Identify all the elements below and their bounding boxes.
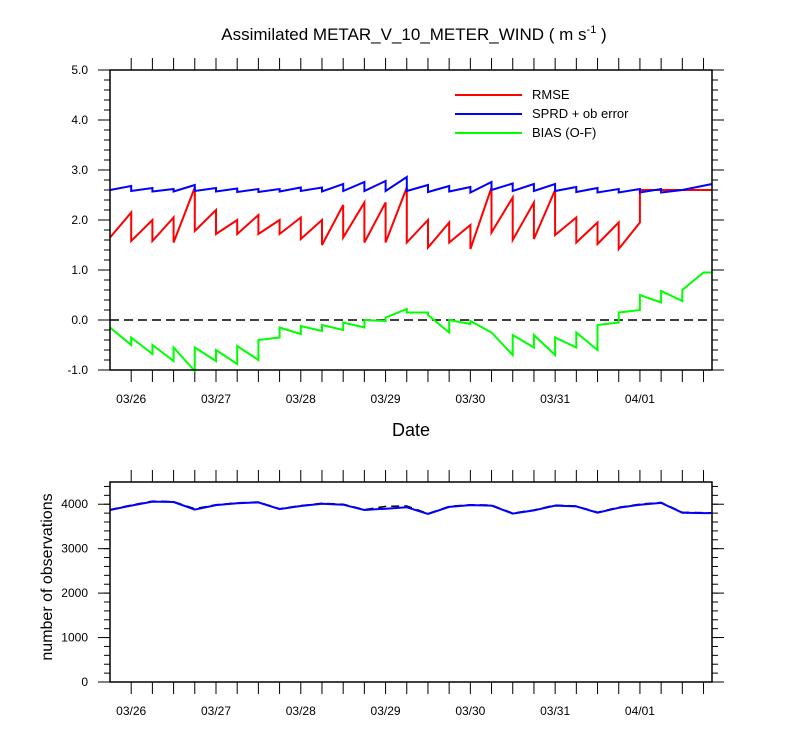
x-tick-label: 03/26 <box>116 392 146 406</box>
x-tick-label: 03/29 <box>371 704 401 718</box>
title-main: Assimilated METAR_V_10_METER_WIND ( m s <box>221 25 586 44</box>
chart-title: Assimilated METAR_V_10_METER_WIND ( m s-… <box>221 24 606 44</box>
series-line-bias-o-f <box>109 271 712 374</box>
series-line-sprd-ob-error <box>109 175 713 195</box>
legend-label-sprd: SPRD + ob error <box>532 106 629 121</box>
x-tick-label: 03/27 <box>201 392 231 406</box>
y-tick-label: 3.0 <box>71 163 88 177</box>
title-suffix: ) <box>596 25 606 44</box>
x-tick-label: 03/28 <box>286 392 316 406</box>
legend-label-bias: BIAS (O-F) <box>532 125 596 140</box>
y-tick-label: 1000 <box>61 631 88 645</box>
title-superscript: -1 <box>587 24 597 36</box>
bottom-panel-tick-labels: 0 1000 2000 3000 4000 03/26 03/27 03/28 03/29 03/… <box>61 497 655 718</box>
x-tick-label: 03/30 <box>455 704 485 718</box>
bottom-panel-frame <box>109 481 713 683</box>
x-tick-label: 03/31 <box>540 392 570 406</box>
x-tick-label: 03/31 <box>540 704 570 718</box>
top-panel-tick-labels: -1.0 0.0 1.0 2.0 3.0 4.0 5.0 03/26 03/27 03/28 03/… <box>67 63 655 406</box>
y-tick-label: 0.0 <box>71 313 88 327</box>
x-tick-label: 03/26 <box>116 704 146 718</box>
x-tick-label: 03/28 <box>286 704 316 718</box>
x-tick-label: 03/29 <box>371 392 401 406</box>
top-panel-ticks <box>98 58 724 382</box>
top-panel: -1.0 0.0 1.0 2.0 3.0 4.0 5.0 03/26 03/27 03/28 03/… <box>67 58 724 440</box>
x-tick-label: 03/27 <box>201 704 231 718</box>
bottom-panel: 0 1000 2000 3000 4000 03/26 03/27 03/28 03/29 03/… <box>39 470 724 718</box>
x-tick-label: 03/30 <box>455 392 485 406</box>
y-tick-label: 1.0 <box>71 263 88 277</box>
y-tick-label: 4000 <box>61 497 88 511</box>
top-panel-series <box>109 175 713 374</box>
bottom-panel-ticks <box>98 470 724 694</box>
y-tick-label: -1.0 <box>67 363 88 377</box>
y-axis-label-observations: number of observations <box>39 493 56 660</box>
legend: RMSE SPRD + ob error BIAS (O-F) <box>455 87 629 140</box>
x-tick-label: 04/01 <box>625 392 655 406</box>
y-tick-label: 2.0 <box>71 213 88 227</box>
x-axis-label: Date <box>392 420 430 440</box>
series-line-rmse <box>109 187 712 252</box>
y-tick-label: 5.0 <box>71 63 88 77</box>
y-tick-label: 0 <box>81 675 88 689</box>
bottom-panel-series <box>109 500 712 516</box>
y-tick-label: 2000 <box>61 586 88 600</box>
y-tick-label: 3000 <box>61 542 88 556</box>
y-tick-label: 4.0 <box>71 113 88 127</box>
legend-label-rmse: RMSE <box>532 87 570 102</box>
x-tick-label: 04/01 <box>625 704 655 718</box>
top-panel-frame <box>109 69 713 371</box>
series-line-assimilated <box>109 500 712 516</box>
